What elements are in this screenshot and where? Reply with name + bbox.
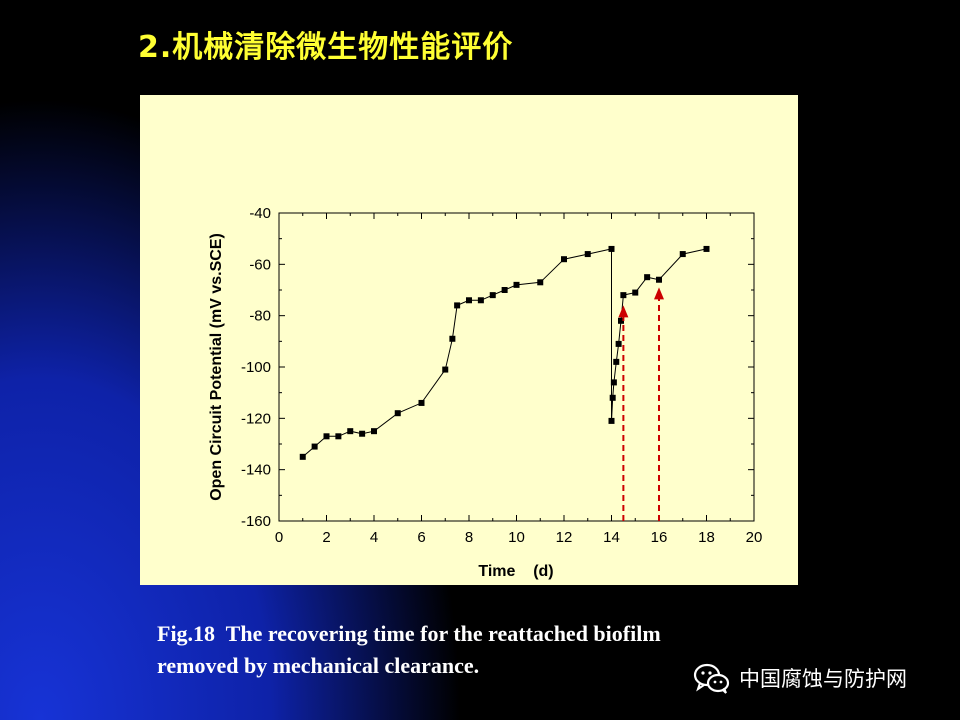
data-point <box>394 410 401 417</box>
x-tick-label: 20 <box>746 529 763 546</box>
data-point <box>347 428 354 435</box>
data-point <box>454 302 461 309</box>
caption-line-2: removed by mechanical clearance. <box>157 653 480 678</box>
data-point <box>449 335 456 342</box>
x-tick-label: 6 <box>417 529 425 546</box>
data-point <box>501 287 508 293</box>
data-point <box>442 366 449 373</box>
data-point <box>323 433 330 440</box>
data-point <box>537 279 544 286</box>
data-point <box>608 245 615 252</box>
annotation-arrows <box>618 287 664 521</box>
x-tick-label: 2 <box>322 529 330 546</box>
data-point <box>679 251 686 258</box>
caption-line-1: Fig.18 The recovering time for the reatt… <box>157 621 661 646</box>
watermark-text: 中国腐蚀与防护网 <box>739 667 907 691</box>
y-tick-label: -80 <box>249 308 271 325</box>
x-tick-label: 18 <box>698 529 715 546</box>
x-tick-label: 8 <box>465 529 473 546</box>
data-point <box>513 281 520 288</box>
data-point <box>644 274 651 281</box>
data-point <box>335 433 342 440</box>
plot-frame <box>278 212 755 522</box>
x-tick-label: 16 <box>651 529 668 546</box>
chart: 0 2 4 6 8 10 12 14 16 18 20 -40-60-80-100-120-140-… <box>208 205 763 580</box>
data-point <box>656 276 662 283</box>
y-tick-label: -120 <box>241 410 271 427</box>
data-point <box>584 251 591 258</box>
watermark: 中国腐蚀与防护网 <box>693 660 907 696</box>
data-point <box>359 430 366 437</box>
axis-ticks <box>278 212 755 522</box>
x-tick-label: 4 <box>370 529 378 546</box>
x-tick-label: 10 <box>508 529 525 546</box>
data-point <box>299 453 306 460</box>
wechat-icon <box>693 663 730 694</box>
y-tick-label: -40 <box>249 205 271 222</box>
data-point <box>703 245 710 252</box>
arrow-head <box>654 287 664 300</box>
data-point <box>561 256 567 263</box>
data-point <box>632 289 639 296</box>
data-point <box>477 297 484 304</box>
data-point <box>610 379 617 386</box>
data-point <box>608 417 615 424</box>
y-tick-label: -140 <box>241 462 271 479</box>
data-point <box>311 443 318 450</box>
y-tick-labels: -40 -60 -80 -100 -120 -140 -160 <box>241 205 271 530</box>
y-tick-label: -60 <box>249 256 271 273</box>
data-point <box>618 317 624 324</box>
slide-title: 2.机械清除微生物性能评价 <box>138 30 514 65</box>
arrow-head <box>618 305 629 318</box>
x-tick-label: 12 <box>556 529 573 546</box>
data-point <box>615 340 622 347</box>
data-point <box>371 428 377 435</box>
data-point <box>489 292 496 299</box>
x-tick-label: 0 <box>275 529 283 546</box>
y-axis-label: Open Circuit Potential (mV vs.SCE) <box>208 233 225 501</box>
data-point <box>418 399 425 406</box>
x-tick-label: 14 <box>603 529 620 546</box>
chart-panel: 0 2 4 6 8 10 12 14 16 18 20 -40 -60 -80 -100 -120 -140-… <box>140 95 798 585</box>
x-tick-labels: 0 2 4 6 8 10 12 14 16 18 20 <box>275 529 763 546</box>
data-point <box>609 394 616 401</box>
y-tick-label: -160 <box>241 513 271 530</box>
data-point <box>620 292 627 299</box>
y-tick-label: -100 <box>241 359 271 376</box>
figure-caption: Fig.18 The recovering time for the reatt… <box>157 618 661 682</box>
series-line <box>299 245 710 460</box>
data-point <box>466 297 472 304</box>
x-axis-label: Time (d) <box>478 563 553 580</box>
data-point <box>613 358 620 365</box>
